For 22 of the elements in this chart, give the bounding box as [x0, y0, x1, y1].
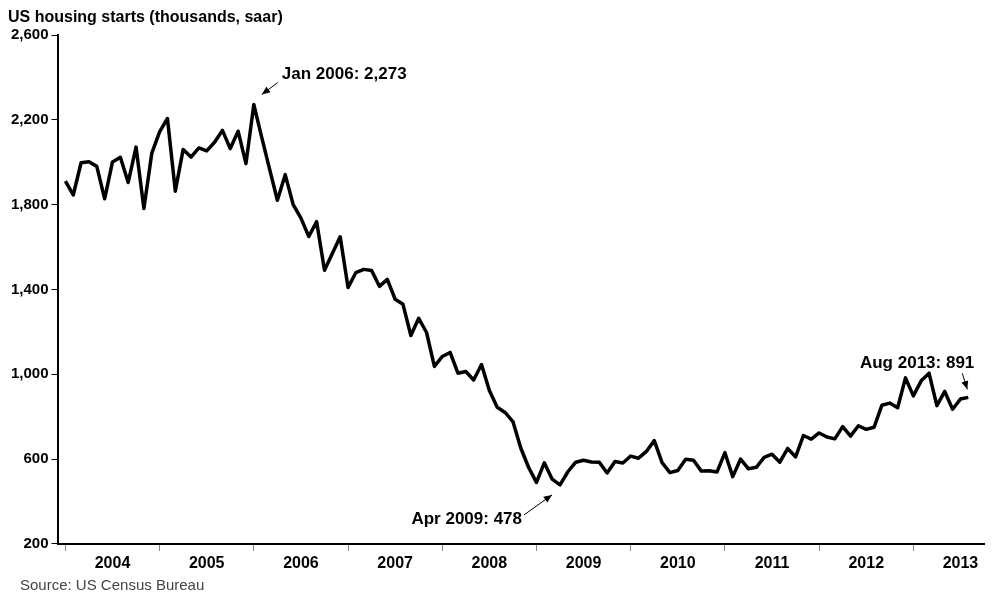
y-tick-label: 200	[23, 533, 49, 551]
annotation: Jan 2006: 2,273	[281, 64, 407, 84]
x-tick-label: 2010	[660, 553, 696, 571]
annotation: Aug 2013: 891	[859, 353, 975, 373]
x-tick-label: 2009	[565, 553, 602, 571]
x-tick-label: 2012	[848, 553, 885, 571]
y-tick-label: 2,200	[10, 110, 49, 128]
y-tick-label: 1,800	[10, 194, 49, 212]
x-tick-label: 2004	[94, 553, 131, 571]
chart-title: US housing starts (thousands, saar)	[8, 8, 283, 26]
x-tick-label: 2011	[754, 553, 790, 571]
x-tick-label: 2008	[471, 553, 508, 571]
y-tick-label: 1,000	[10, 364, 49, 382]
annotation: Apr 2009: 478	[411, 508, 523, 528]
x-tick-label: 2005	[188, 553, 225, 571]
x-tick-label: 2013	[942, 553, 979, 571]
source-note: Source: US Census Bureau	[20, 576, 206, 593]
x-tick-label: 2007	[377, 553, 414, 571]
y-tick-label: 2,600	[10, 25, 49, 43]
y-tick-label: 600	[23, 449, 49, 467]
y-tick-label: 1,400	[10, 279, 49, 297]
x-tick-label: 2006	[283, 553, 319, 571]
